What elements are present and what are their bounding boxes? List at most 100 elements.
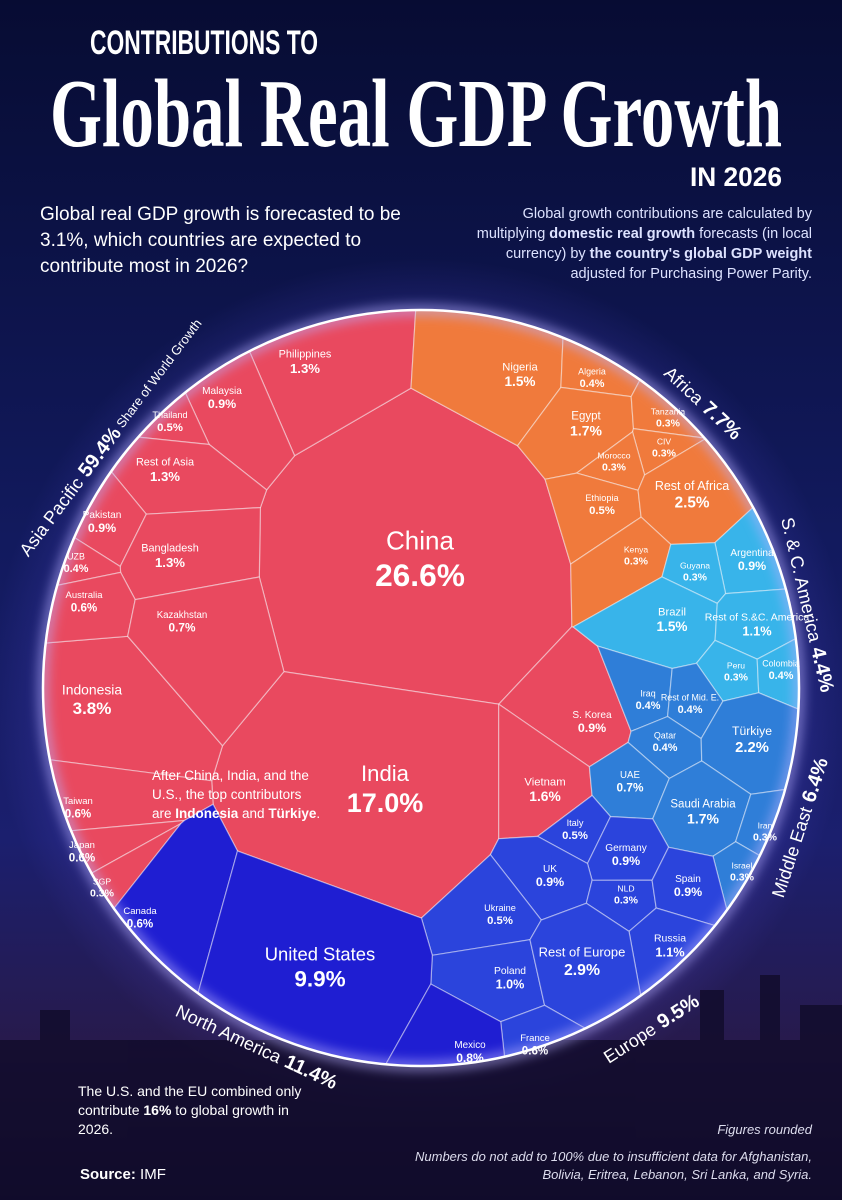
cell-value: 0.3% — [683, 572, 708, 584]
cell-name: CIV — [657, 436, 672, 446]
cell-value: 0.4% — [769, 670, 794, 682]
cell-name: Bangladesh — [141, 543, 199, 555]
cell-value: 0.7% — [617, 781, 644, 795]
rounding-note: Figures rounded — [717, 1122, 812, 1137]
cell-name: Iraq — [640, 688, 655, 698]
cell-name: Philippines — [279, 349, 332, 361]
cell-name: Italy — [567, 818, 584, 828]
chart-title: Global Real GDP Growth — [50, 60, 782, 168]
cell-name: S. Korea — [572, 710, 612, 721]
intro: Global real GDP growth is forecasted to … — [40, 204, 401, 277]
cell-name: Taiwan — [63, 796, 93, 807]
cell-name: Saudi Arabia — [670, 798, 736, 810]
cell-name: Germany — [605, 843, 647, 854]
ring — [41, 308, 801, 1068]
text-run: The U.S. and the EU combined only contri… — [78, 1083, 302, 1118]
cell-name: Spain — [675, 874, 701, 885]
cell-value: 1.5% — [505, 374, 536, 389]
cell-name: SGP — [93, 876, 111, 886]
text-run: adjusted for Purchasing Power Parity. — [570, 266, 812, 282]
region — [420, 794, 728, 1058]
cell-name: United States — [265, 943, 375, 964]
cell-name: Nigeria — [502, 361, 538, 373]
cell-name: Kenya — [624, 544, 649, 554]
cell-name: Iran — [758, 820, 773, 830]
source: Source: IMF — [80, 1166, 166, 1183]
cell-value: 1.6% — [529, 789, 560, 804]
cell-value: 1.1% — [742, 623, 772, 638]
cell-name: Mexico — [454, 1040, 486, 1051]
cell-name: Colombia — [762, 658, 800, 668]
cell-value: 1.7% — [570, 422, 602, 438]
cell-name: Rest of Europe — [539, 945, 626, 960]
cell-value: 0.4% — [580, 378, 605, 390]
cell-value: 26.6% — [375, 557, 465, 593]
cell — [127, 576, 285, 747]
subtitle: IN 2026 — [690, 162, 782, 192]
region — [572, 506, 800, 711]
cell-value: 0.6% — [522, 1044, 548, 1057]
cell-value: 1.3% — [155, 555, 185, 570]
method-note: Global growth contributions are calculat… — [462, 204, 812, 284]
cell-name: Ethiopia — [585, 493, 619, 503]
cell-name: Peru — [727, 660, 745, 670]
cell-value: 1.7% — [687, 810, 719, 826]
cell-value: 0.8% — [456, 1051, 484, 1065]
cell-name: UK — [543, 864, 557, 875]
cell-value: 1.5% — [657, 619, 688, 634]
text-run: . — [316, 806, 321, 821]
cell-value: 0.4% — [64, 563, 89, 575]
region — [42, 309, 632, 919]
cell-name: Japan — [69, 840, 95, 851]
cell-value: 0.3% — [624, 556, 649, 568]
cell-value: 0.3% — [614, 895, 639, 907]
cell-value: 0.9% — [612, 854, 640, 868]
cell-value: 0.9% — [88, 521, 116, 535]
coverage-note: Numbers do not add to 100% due to insuff… — [415, 1149, 812, 1182]
text-run: to global growth in 2026. — [78, 1102, 289, 1137]
cell-name: China — [386, 525, 454, 555]
cell-value: 2.9% — [564, 962, 600, 979]
cell-name: Thailand — [152, 410, 187, 420]
cell-name: Brazil — [658, 606, 686, 618]
cell-value: 0.3% — [602, 462, 627, 474]
cell-name: UZB — [67, 551, 85, 561]
cell-value: 0.5% — [589, 505, 615, 517]
cell-value: 0.9% — [674, 885, 702, 899]
cell-value: 0.5% — [562, 830, 588, 842]
cell-value: 0.3% — [652, 448, 677, 460]
cell-value: 3.8% — [73, 699, 112, 718]
cell-name: Tanzania — [651, 406, 686, 416]
cell-name: France — [520, 1033, 550, 1044]
cell-name: Israel — [731, 860, 752, 870]
cell-value: 0.3% — [90, 888, 115, 900]
cell-name: Russia — [654, 933, 686, 945]
cell-value: 0.6% — [65, 807, 91, 820]
cell-name: Indonesia — [62, 681, 123, 697]
cell-name: Rest of Mid. E. — [661, 692, 719, 702]
cell-value: 0.4% — [653, 742, 678, 754]
cell-name: Türkiye — [732, 724, 772, 738]
voronoi — [42, 309, 800, 1067]
cell-value: 2.5% — [675, 494, 710, 511]
cell-value: 1.1% — [655, 944, 685, 959]
cell-value: 0.9% — [208, 397, 236, 411]
cell-name: Kazakhstan — [157, 610, 208, 621]
annotation: After China, India, and the U.S., the to… — [152, 766, 322, 823]
cell-name: Rest of Africa — [655, 479, 729, 493]
cell-value: 0.7% — [169, 621, 196, 635]
cell-name: Qatar — [654, 730, 676, 740]
cell-name: Rest of S.&C. America — [705, 612, 810, 624]
cell-name: Algeria — [578, 366, 606, 376]
cell-name: Vietnam — [524, 776, 565, 788]
cell-name: Poland — [494, 966, 526, 977]
cell-name: Argentina — [730, 548, 774, 559]
cell-value: 17.0% — [347, 788, 424, 818]
cell-value: 0.9% — [738, 559, 766, 573]
cell-value: 0.6% — [71, 601, 97, 614]
region — [588, 645, 799, 912]
cell-name: Australia — [66, 590, 104, 601]
cell-value: 0.6% — [69, 851, 95, 864]
cell-value: 0.4% — [678, 704, 703, 716]
